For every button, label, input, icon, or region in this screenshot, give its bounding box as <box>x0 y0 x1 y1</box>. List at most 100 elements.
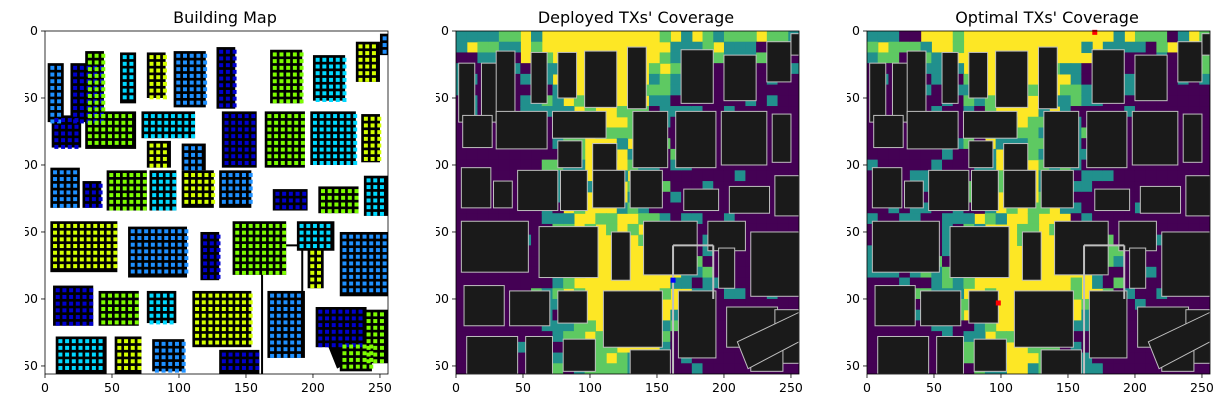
coverage-cell <box>702 266 714 279</box>
tx-candidate <box>89 288 94 293</box>
tx-candidate <box>170 269 175 274</box>
tx-candidate <box>270 293 275 298</box>
building <box>1139 185 1182 214</box>
y-tick-label: 200 <box>25 291 38 306</box>
tx-candidate <box>59 170 64 175</box>
tx-candidate <box>196 67 201 72</box>
tx-candidate <box>275 205 280 210</box>
tx-candidate <box>342 274 347 279</box>
tx-candidate <box>196 80 201 85</box>
tx-candidate <box>98 197 103 202</box>
coverage-cell <box>734 41 747 54</box>
coverage-cell <box>734 352 747 364</box>
tx-candidate <box>57 72 62 77</box>
tx-candidate <box>362 268 367 273</box>
tx-candidate <box>221 359 226 364</box>
coverage-cell <box>713 331 725 343</box>
tx-candidate <box>255 230 260 235</box>
tx-candidate <box>209 241 214 246</box>
tx-candidate <box>78 345 83 350</box>
tx-candidate <box>322 84 327 89</box>
tx-candidate <box>101 107 106 112</box>
tx-candidate <box>282 244 287 249</box>
tx-candidate <box>99 237 104 242</box>
coverage-cell <box>1124 148 1136 161</box>
coverage-cell <box>1145 288 1158 300</box>
tx-candidate <box>59 250 64 255</box>
tx-candidate <box>358 44 363 49</box>
tx-candidate <box>282 270 287 275</box>
tx-candidate <box>164 127 169 132</box>
coverage-cell <box>1027 223 1040 236</box>
tx-candidate <box>114 127 119 132</box>
tx-candidate <box>355 234 360 239</box>
tx-candidate <box>310 250 315 255</box>
tx-candidate <box>184 262 189 267</box>
tx-candidate <box>109 193 114 198</box>
building <box>941 51 959 104</box>
coverage-cell <box>766 84 779 96</box>
coverage-cell <box>995 181 1007 193</box>
tx-candidate <box>342 281 347 286</box>
tx-candidate <box>270 347 275 352</box>
building <box>675 110 717 169</box>
tx-candidate <box>196 60 201 65</box>
coverage-cell <box>788 127 799 139</box>
coverage-cell <box>1188 84 1200 96</box>
tx-candidate <box>296 347 301 352</box>
tx-candidate <box>251 134 256 139</box>
tx-candidate <box>221 173 226 178</box>
tx-candidate <box>282 191 287 196</box>
tx-candidate <box>355 357 360 362</box>
tx-candidate <box>106 223 111 228</box>
tx-candidate <box>53 264 58 269</box>
tx-candidate <box>58 359 63 364</box>
tx-candidate <box>272 52 277 57</box>
coverage-cell <box>1177 31 1190 43</box>
tx-candidate <box>306 244 311 249</box>
tx-candidate <box>184 179 189 184</box>
tx-candidate <box>66 237 71 242</box>
tx-candidate <box>342 84 347 89</box>
tx-candidate <box>195 307 200 312</box>
coverage-cell <box>713 309 725 322</box>
building <box>750 231 799 297</box>
building <box>493 180 513 209</box>
coverage-cell <box>466 213 479 225</box>
tx-candidate <box>79 257 84 262</box>
building <box>1201 33 1210 56</box>
coverage-cell <box>1081 213 1093 225</box>
building <box>643 220 698 276</box>
tx-candidate <box>161 355 166 360</box>
tx-candidate <box>137 235 142 240</box>
coverage-cell <box>1102 170 1115 182</box>
tx-candidate <box>177 114 182 119</box>
tx-candidate <box>362 234 367 239</box>
coverage-cell <box>1027 363 1040 374</box>
tx-candidate <box>128 120 133 125</box>
tx-candidate <box>93 244 98 249</box>
tx-candidate <box>101 140 106 145</box>
tx-candidate <box>162 55 167 60</box>
tx-candidate <box>129 199 134 204</box>
coverage-cell <box>867 213 879 225</box>
tx-candidate <box>91 203 96 208</box>
tx-candidate <box>67 124 72 129</box>
tx-candidate <box>124 345 129 350</box>
tx-candidate <box>168 355 173 360</box>
tx-candidate <box>176 100 181 105</box>
tx-candidate <box>224 114 229 119</box>
tx-candidate <box>215 307 220 312</box>
tx-candidate <box>62 294 67 299</box>
tx-candidate <box>268 257 273 262</box>
tx-candidate <box>107 120 112 125</box>
tx-candidate <box>149 307 154 312</box>
tx-candidate <box>241 223 246 228</box>
tx-candidate <box>248 313 253 318</box>
tx-candidate <box>74 144 79 149</box>
tx-candidate <box>286 79 291 84</box>
tx-candidate <box>235 199 240 204</box>
coverage-cell <box>788 73 799 86</box>
coverage-cell <box>659 31 671 43</box>
tx-candidate <box>74 138 79 143</box>
